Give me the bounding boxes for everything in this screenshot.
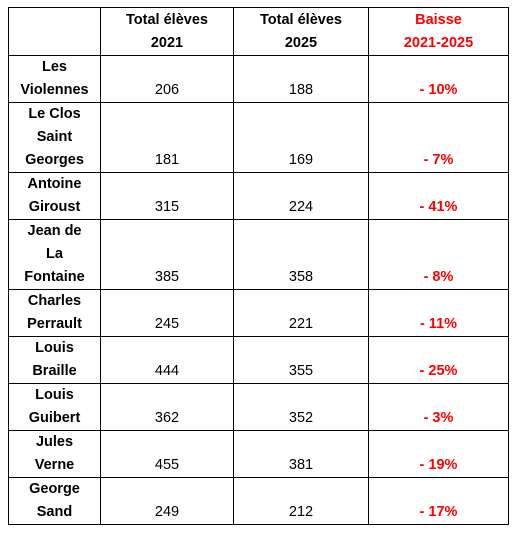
drop-percent-cell: - 19% — [368, 430, 509, 478]
header-name — [8, 7, 101, 56]
header-drop-line2: 2021-2025 — [403, 35, 474, 51]
drop-percent-cell: - 3% — [368, 383, 509, 431]
school-name: Le Clos Saint Georges — [8, 102, 101, 173]
school-name-line: Braille — [32, 363, 77, 379]
total-2021-cell: 245 — [100, 289, 234, 337]
total-2025-cell: 381 — [233, 430, 369, 478]
school-name: Jules Verne — [8, 430, 101, 478]
school-name-line: Jean de — [27, 223, 82, 239]
drop-percent-cell: - 8% — [368, 219, 509, 290]
drop-percent-cell: - 25% — [368, 336, 509, 384]
total-2025-cell: 169 — [233, 102, 369, 173]
total-2025-cell: 358 — [233, 219, 369, 290]
table-row: Jules Verne 455 381- 19% — [8, 430, 509, 478]
school-name-line: Sand — [36, 504, 73, 520]
table-body: Les Violennes 206 188- 10% Le Clos Saint Georg… — [8, 55, 509, 525]
school-name-line: Georges — [25, 152, 84, 168]
header-row: Total élèves 2021 Total élèves 2025 Bais… — [8, 7, 509, 56]
school-name-line: Giroust — [28, 199, 81, 215]
total-2025-cell: 188 — [233, 55, 369, 103]
header-total-2021: Total élèves 2021 — [100, 7, 234, 56]
table-row: Louis Guibert 362 352- 3% — [8, 383, 509, 431]
school-name-line: Les — [42, 59, 67, 75]
school-name-line: Perrault — [27, 316, 82, 332]
school-name: George Sand — [8, 477, 101, 525]
table-row: Les Violennes 206 188- 10% — [8, 55, 509, 103]
drop-percent-cell: - 17% — [368, 477, 509, 525]
school-name-line: Violennes — [20, 82, 89, 98]
school-name: Antoine Giroust — [8, 172, 101, 220]
header-drop-line1: Baisse — [415, 12, 462, 28]
total-2025-cell: 355 — [233, 336, 369, 384]
table-row: George Sand 249 212- 17% — [8, 477, 509, 525]
table-row: Charles Perrault 245 221- 11% — [8, 289, 509, 337]
school-name-line: Le Clos — [28, 106, 81, 122]
total-2025-cell: 221 — [233, 289, 369, 337]
school-name-line: George — [29, 481, 80, 497]
drop-percent-cell: - 41% — [368, 172, 509, 220]
school-name: Jean de La Fontaine — [8, 219, 101, 290]
school-name-line: La — [46, 246, 63, 262]
drop-percent-cell: - 10% — [368, 55, 509, 103]
school-name-line: Saint — [36, 129, 73, 145]
total-2021-cell: 385 — [100, 219, 234, 290]
total-2025-cell: 224 — [233, 172, 369, 220]
drop-percent-cell: - 7% — [368, 102, 509, 173]
header-total-2021-line1: Total élèves — [126, 12, 208, 28]
total-2025-cell: 212 — [233, 477, 369, 525]
header-total-2025-line1: Total élèves — [260, 12, 342, 28]
school-name-line: Fontaine — [24, 269, 85, 285]
school-name: Louis Guibert — [8, 383, 101, 431]
table-row: Le Clos Saint Georges 181 169- 7% — [8, 102, 509, 173]
school-name-line: Antoine — [27, 176, 82, 192]
table-row: Antoine Giroust 315 224- 41% — [8, 172, 509, 220]
school-name: Charles Perrault — [8, 289, 101, 337]
table-row: Jean de La Fontaine 385 358- 8% — [8, 219, 509, 290]
school-name-line: Verne — [34, 457, 75, 473]
total-2021-cell: 362 — [100, 383, 234, 431]
school-name-line: Guibert — [28, 410, 81, 426]
drop-percent-cell: - 11% — [368, 289, 509, 337]
total-2021-cell: 315 — [100, 172, 234, 220]
school-name: Louis Braille — [8, 336, 101, 384]
header-total-2021-line2: 2021 — [150, 35, 184, 51]
total-2021-cell: 206 — [100, 55, 234, 103]
total-2021-cell: 249 — [100, 477, 234, 525]
school-name-line: Charles — [27, 293, 82, 309]
table-container: Total élèves 2021 Total élèves 2025 Bais… — [8, 7, 509, 525]
header-total-2025-line2: 2025 — [284, 35, 318, 51]
total-2021-cell: 444 — [100, 336, 234, 384]
school-name-line: Jules — [35, 434, 74, 450]
total-2021-cell: 181 — [100, 102, 234, 173]
school-name: Les Violennes — [8, 55, 101, 103]
total-2025-cell: 352 — [233, 383, 369, 431]
header-drop: Baisse 2021-2025 — [368, 7, 509, 56]
total-2021-cell: 455 — [100, 430, 234, 478]
school-name-line: Louis — [35, 387, 74, 403]
school-name-line: Louis — [35, 340, 74, 356]
student-enrollment-table: Total élèves 2021 Total élèves 2025 Bais… — [8, 7, 509, 525]
table-row: Louis Braille 444 355- 25% — [8, 336, 509, 384]
header-total-2025: Total élèves 2025 — [233, 7, 369, 56]
